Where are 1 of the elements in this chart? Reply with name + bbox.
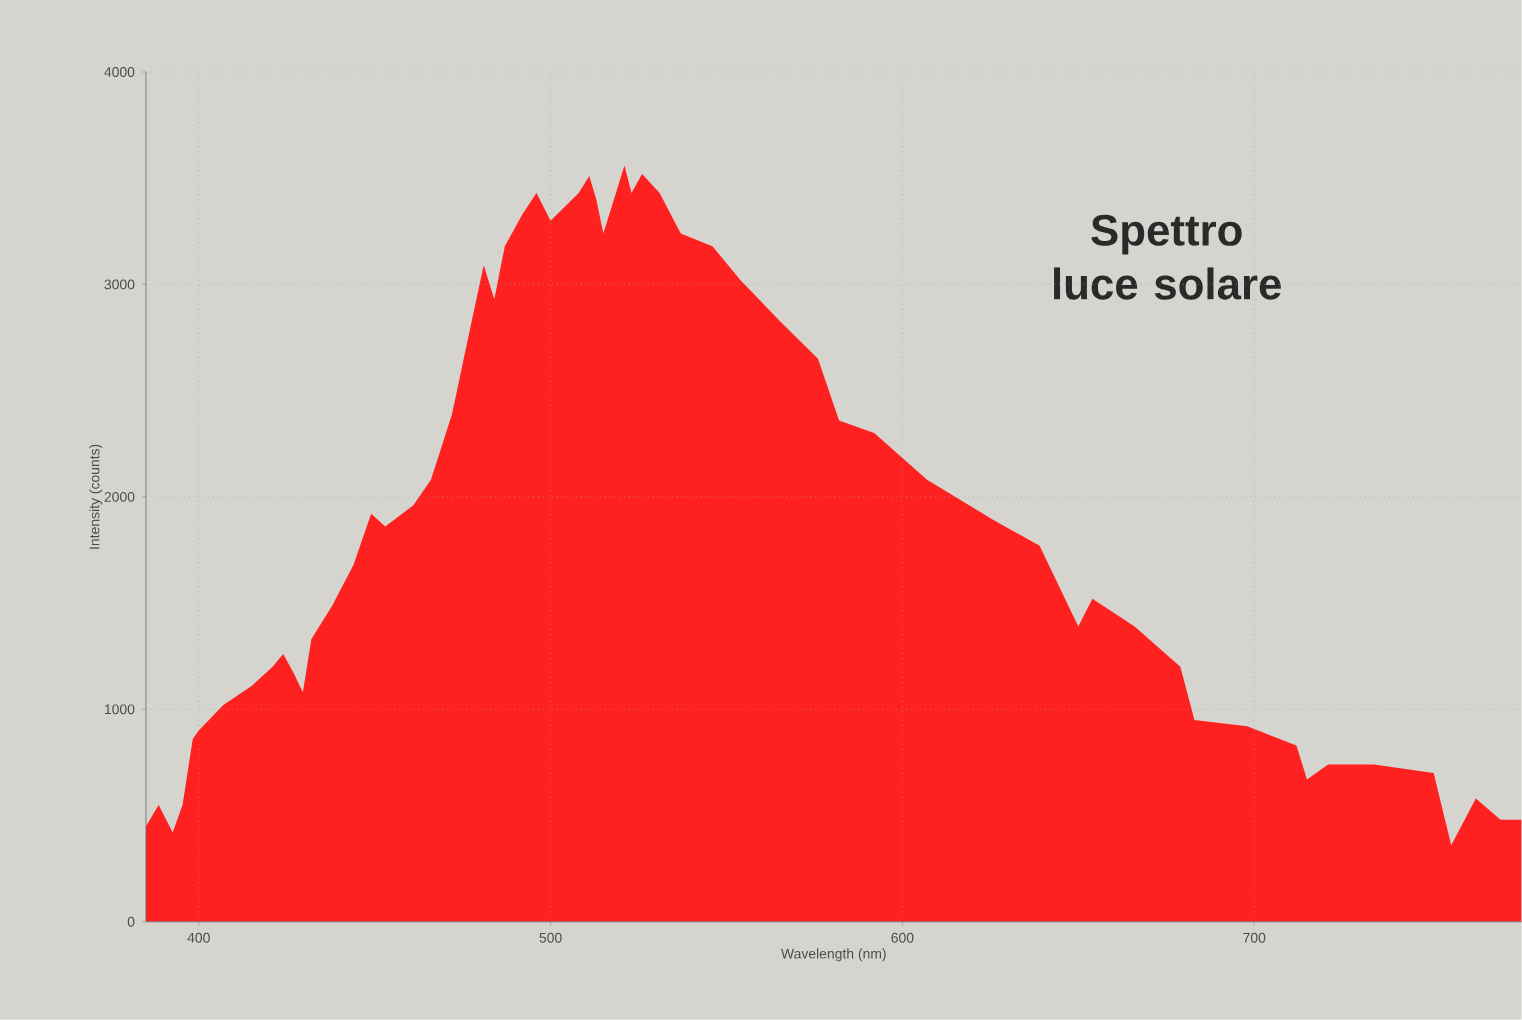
annotation: Spettro luce solare bbox=[1054, 214, 1281, 300]
